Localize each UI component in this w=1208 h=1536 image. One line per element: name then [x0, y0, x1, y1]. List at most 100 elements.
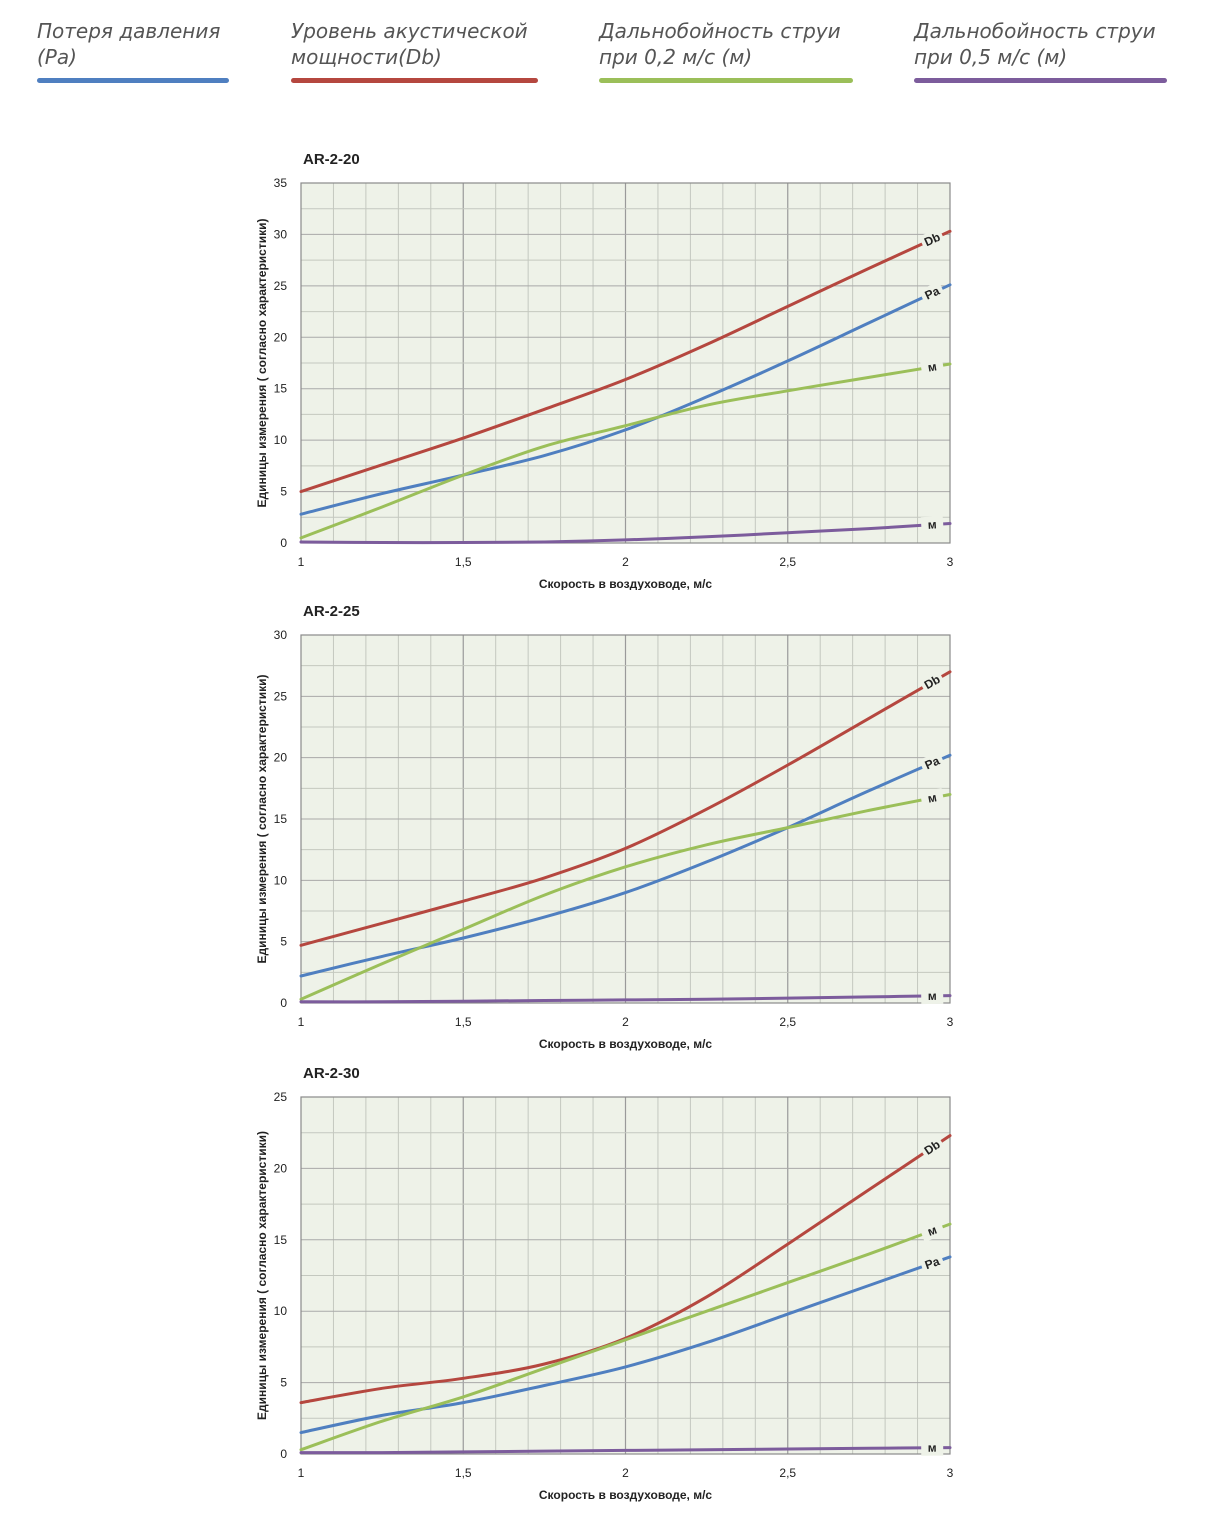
chart-title: AR-2-30 — [303, 1065, 360, 1082]
series-end-label: Db — [918, 227, 946, 252]
x-axis-label: Скорость в воздуховоде, м/с — [539, 577, 713, 590]
grid — [301, 635, 950, 1003]
legend-item-throw-05: Дальнобойность струи при 0,5 м/с (м) — [914, 18, 1167, 83]
series-end-label: Db — [918, 669, 946, 695]
series-label-background — [919, 1219, 946, 1243]
legend-item-pressure-loss: Потеря давления (Pa) — [37, 18, 229, 83]
series-label-background — [920, 357, 945, 377]
legend-color-bar — [37, 78, 229, 83]
grid — [301, 183, 950, 543]
x-tick-label: 2,5 — [779, 1015, 796, 1029]
legend-item-throw-02: Дальнобойность струи при 0,2 м/с (м) — [599, 18, 853, 83]
y-tick-label: 15 — [274, 812, 288, 826]
x-tick-label: 1 — [298, 1015, 305, 1029]
chart-ar-2-20: AR-2-20 0 5 10 15 20 25 30 35 1 1,5 2 2,5 3 Скорость в… — [255, 151, 954, 590]
series-end-label: Pa — [918, 751, 946, 775]
y-tick-label: 10 — [274, 433, 288, 447]
x-axis-label: Скорость в воздуховоде, м/с — [539, 1488, 713, 1502]
chart-ar-2-30: AR-2-30 0 5 10 15 20 25 1 1,5 2 2,5 3 Скорость в воз… — [255, 1065, 954, 1502]
series-line — [299, 670, 952, 947]
y-tick-label: 0 — [280, 996, 287, 1010]
legend-item-acoustic-power: Уровень акустической мощности(Db) — [291, 18, 538, 83]
y-axis-label: Единицы измерения ( согласно характерист… — [255, 675, 269, 964]
legend-color-bar — [291, 78, 538, 83]
y-tick-label: 0 — [280, 1447, 287, 1461]
legend-label: Дальнобойность струи при 0,5 м/с (м) — [914, 19, 1156, 69]
plot-frame — [300, 634, 951, 1004]
y-tick-label: 20 — [274, 1161, 288, 1175]
y-tick-label: 30 — [274, 227, 288, 241]
series-end-label: м — [920, 515, 944, 534]
series-label-text: м — [927, 359, 938, 374]
y-tick-label: 5 — [280, 485, 287, 499]
series-end-label: Db — [918, 1134, 946, 1161]
series-label-text: м — [928, 1441, 937, 1455]
y-axis-label: Единицы измерения ( согласно характерист… — [255, 219, 269, 508]
y-tick-label: 5 — [280, 935, 287, 949]
series-line — [299, 362, 952, 540]
y-tick-label: 30 — [274, 628, 288, 642]
y-tick-label: 25 — [274, 689, 288, 703]
series-end-label: Pa — [918, 281, 946, 306]
y-axis-label: Единицы измерения ( согласно характерист… — [255, 1131, 269, 1420]
series-label-background — [918, 751, 946, 775]
x-tick-label: 2 — [622, 1466, 629, 1480]
y-tick-label: 10 — [274, 873, 288, 887]
series-line — [299, 229, 952, 494]
x-tick-label: 1,5 — [455, 555, 472, 569]
y-tick-label: 5 — [280, 1376, 287, 1390]
y-tick-label: 10 — [274, 1304, 288, 1318]
series-label-background — [921, 1439, 944, 1456]
series-line — [299, 753, 952, 978]
series-label-background — [919, 788, 945, 808]
y-tick-label: 15 — [274, 1233, 288, 1247]
x-tick-label: 2 — [622, 1015, 629, 1029]
chart-ar-2-25: AR-2-25 0 5 10 15 20 25 30 1 1,5 2 2,5 3 Скорость в в… — [255, 603, 954, 1051]
series-label-text: м — [928, 989, 937, 1003]
series-label-background — [918, 227, 946, 252]
y-tick-label: 20 — [274, 751, 288, 765]
series-end-label: Pa — [919, 1252, 946, 1275]
x-tick-label: 2,5 — [779, 1466, 796, 1480]
series-label-text: Db — [922, 230, 942, 249]
y-tick-label: 35 — [274, 176, 288, 190]
legend-label: Потеря давления (Pa) — [37, 19, 221, 69]
series-label-text: м — [926, 790, 938, 805]
series-end-label: м — [921, 987, 944, 1005]
series-label-background — [918, 281, 946, 306]
x-tick-label: 2 — [622, 555, 629, 569]
x-tick-label: 1,5 — [455, 1466, 472, 1480]
series-label-text: Pa — [923, 754, 942, 773]
chart-title: AR-2-20 — [303, 151, 360, 168]
series-line — [299, 793, 952, 1001]
plot-frame — [300, 1096, 951, 1455]
series-label-text: Pa — [923, 1254, 942, 1272]
series-end-label: м — [920, 357, 945, 377]
series-line — [299, 1222, 952, 1452]
series-label-background — [919, 1252, 946, 1275]
series-label-background — [918, 669, 946, 695]
x-axis-label: Скорость в воздуховоде, м/с — [539, 1037, 713, 1051]
x-tick-label: 3 — [947, 1015, 954, 1029]
y-tick-label: 25 — [274, 279, 288, 293]
legend-color-bar — [914, 78, 1167, 83]
series-line — [299, 283, 952, 516]
x-tick-label: 1 — [298, 555, 305, 569]
series-label-background — [920, 515, 944, 534]
grid — [301, 1097, 950, 1454]
x-tick-label: 3 — [947, 555, 954, 569]
y-tick-label: 0 — [280, 536, 287, 550]
x-tick-label: 1,5 — [455, 1015, 472, 1029]
series-label-text: Db — [922, 672, 943, 692]
x-tick-label: 2,5 — [779, 555, 796, 569]
series-label-text: Pa — [923, 284, 943, 303]
legend: Потеря давления (Pa) Уровень акустическо… — [0, 18, 1208, 98]
series-line — [299, 522, 952, 545]
chart-title: AR-2-25 — [303, 603, 360, 620]
legend-label: Дальнобойность струи при 0,2 м/с (м) — [599, 19, 841, 69]
series-end-label: м — [921, 1439, 944, 1456]
series-label-text: м — [927, 517, 937, 532]
series-end-label: м — [919, 1219, 946, 1243]
legend-label: Уровень акустической мощности(Db) — [291, 19, 528, 69]
series-label-background — [918, 1134, 946, 1161]
